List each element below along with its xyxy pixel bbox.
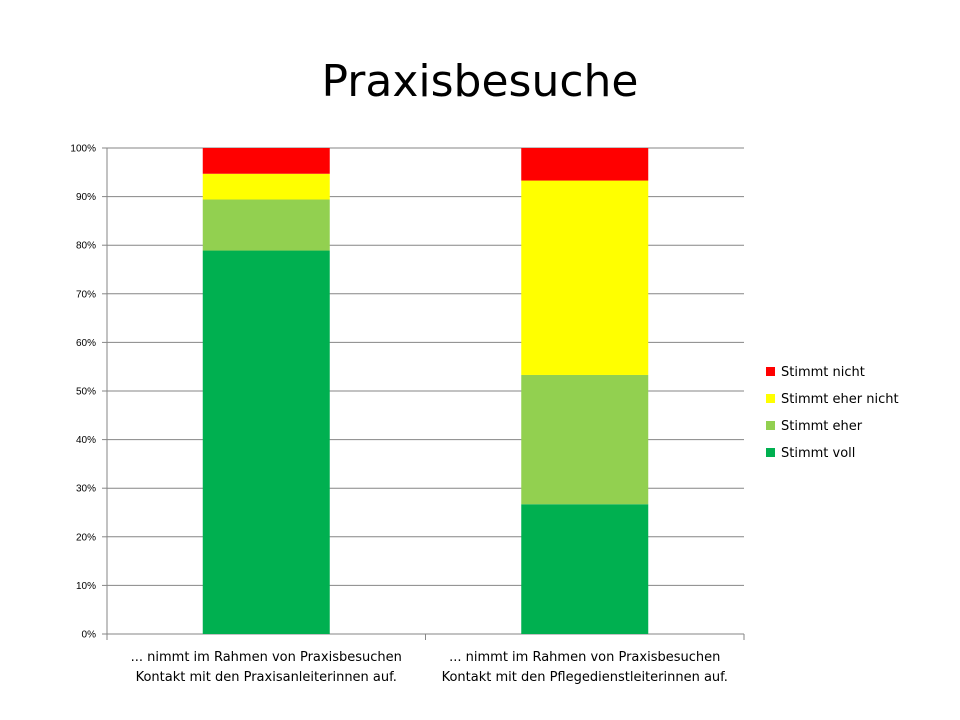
- y-tick-label: 20%: [76, 532, 96, 543]
- legend-label: Stimmt voll: [781, 446, 855, 461]
- legend-swatch: [766, 367, 775, 376]
- y-tick-label: 50%: [76, 387, 96, 398]
- legend-swatch: [766, 448, 775, 457]
- legend-swatch: [766, 421, 775, 430]
- legend-swatch: [766, 394, 775, 403]
- x-category-label: ... nimmt im Rahmen von Praxisbesuchen: [449, 650, 720, 665]
- y-tick-label: 40%: [76, 435, 96, 446]
- bar-segment-stimmt-nicht: [202, 148, 330, 174]
- legend-label: Stimmt eher: [781, 419, 863, 434]
- chart-title: Praxisbesuche: [321, 56, 639, 107]
- y-tick-label: 60%: [76, 338, 96, 349]
- bar-segment-stimmt-eher: [202, 199, 330, 251]
- legend-label: Stimmt nicht: [781, 365, 865, 380]
- y-tick-label: 30%: [76, 484, 96, 495]
- bar-segment-stimmt-voll: [202, 250, 330, 634]
- bar-segment-stimmt-eher-nicht: [521, 180, 649, 375]
- bar-segment-stimmt-eher: [521, 374, 649, 505]
- y-tick-label: 90%: [76, 192, 96, 203]
- bar-segment-stimmt-nicht: [521, 148, 649, 181]
- x-category-label: ... nimmt im Rahmen von Praxisbesuchen: [131, 650, 402, 665]
- y-tick-label: 0%: [82, 630, 97, 641]
- y-tick-label: 80%: [76, 241, 96, 252]
- legend-label: Stimmt eher nicht: [781, 392, 899, 407]
- x-category-label: Kontakt mit den Praxisanleiterinnen auf.: [136, 670, 397, 685]
- x-category-label: Kontakt mit den Pflegedienstleiterinnen …: [442, 670, 728, 685]
- bar-segment-stimmt-eher-nicht: [202, 173, 330, 200]
- y-tick-label: 70%: [76, 289, 96, 300]
- y-tick-label: 10%: [76, 581, 96, 592]
- y-tick-label: 100%: [70, 144, 96, 155]
- bar-segment-stimmt-voll: [521, 504, 649, 634]
